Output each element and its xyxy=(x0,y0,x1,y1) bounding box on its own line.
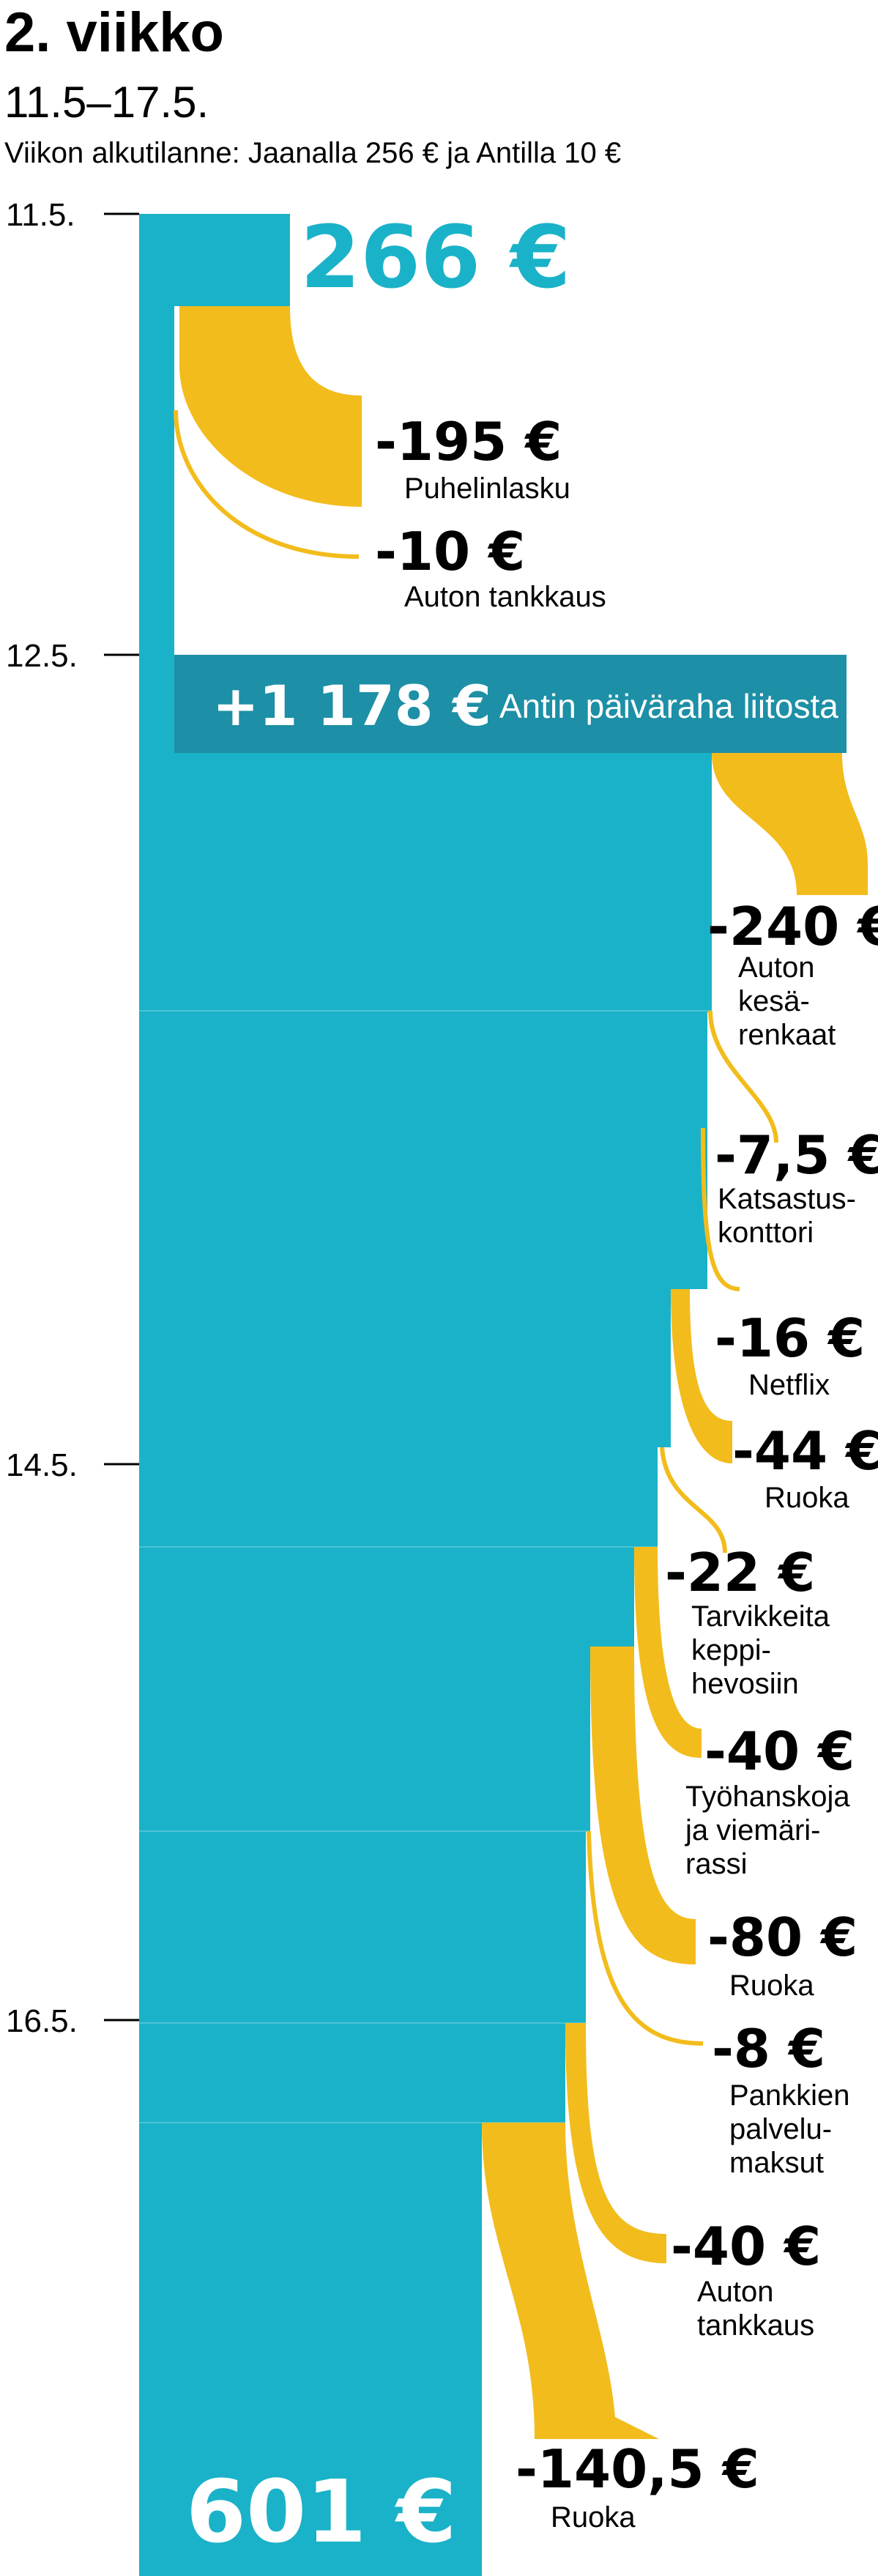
date-label: 14.5. xyxy=(6,1447,78,1483)
balance-block xyxy=(139,1831,586,2023)
expense-label: Työhanskoja xyxy=(685,1781,850,1813)
expense-flow-food-1 xyxy=(671,1289,732,1463)
expense-label: Ruoka xyxy=(729,1970,814,2002)
expense-label: Netflix xyxy=(748,1369,830,1401)
expense-label: Ruoka xyxy=(551,2501,636,2534)
expense-line-inspection xyxy=(708,1010,778,1143)
income-amount: +1 178 € xyxy=(212,673,491,738)
expense-label: renkaat xyxy=(738,1019,836,1051)
expense-amount: -40 € xyxy=(671,2216,821,2277)
expense-label: keppi- xyxy=(691,1634,771,1666)
expense-line-bank xyxy=(587,1830,704,2046)
date-label: 11.5. xyxy=(6,197,75,233)
expense-line-fuel-1 xyxy=(174,409,360,559)
balance-block xyxy=(139,306,174,655)
income-label: Antin päiväraha liitosta xyxy=(499,687,838,725)
end-balance: 601 € xyxy=(186,2461,457,2562)
expense-label: Auton xyxy=(738,951,815,984)
balance-block xyxy=(139,1547,634,1647)
balance-block xyxy=(139,214,290,306)
expense-label: maksut xyxy=(729,2147,824,2179)
date-axis: 11.5. 12.5. 14.5. 16.5. xyxy=(6,197,139,2039)
expense-line-hobby xyxy=(660,1447,727,1554)
expense-amount: -44 € xyxy=(732,1420,878,1482)
expense-label: ja viemäri- xyxy=(685,1814,820,1846)
expense-label: palvelu- xyxy=(729,2113,832,2145)
expense-amount: -40 € xyxy=(704,1721,855,1782)
expense-amount: -240 € xyxy=(707,896,878,957)
expense-label: tankkaus xyxy=(697,2309,814,2342)
balance-block xyxy=(139,2123,482,2576)
expense-label: Ruoka xyxy=(764,1482,849,1514)
date-label: 12.5. xyxy=(6,638,78,674)
balance-block xyxy=(139,1647,590,1831)
expense-amount: -80 € xyxy=(707,1907,857,1968)
expense-label: Katsastus- xyxy=(718,1183,856,1215)
expense-label: konttori xyxy=(718,1217,814,1249)
expense-label: hevosiin xyxy=(691,1668,799,1700)
expense-amount: -140,5 € xyxy=(516,2438,759,2500)
subtitle: Viikon alkutilanne: Jaanalla 256 € ja An… xyxy=(4,137,621,169)
expense-flows xyxy=(179,306,868,2439)
expense-amount: -16 € xyxy=(715,1307,865,1369)
expense-labels: -195 € Puhelinlasku -10 € Auton tankkaus… xyxy=(375,411,878,2534)
balance-block xyxy=(139,1447,658,1547)
expense-label: Pankkien xyxy=(729,2079,850,2112)
expense-label: rassi xyxy=(685,1848,747,1880)
expense-amount: -10 € xyxy=(375,521,525,582)
expense-label: Auton xyxy=(697,2276,774,2308)
expense-label: Puhelinlasku xyxy=(404,472,570,505)
expense-flow-fuel-2 xyxy=(565,2023,666,2263)
expense-label: kesä- xyxy=(738,985,810,1017)
expense-amount: -7,5 € xyxy=(715,1124,878,1186)
expense-flow-tools xyxy=(634,1547,702,1758)
expense-flow-phone xyxy=(179,306,362,507)
expense-flow-tires xyxy=(712,753,868,895)
expense-label: Auton tankkaus xyxy=(404,581,606,613)
expense-label: Tarvikkeita xyxy=(691,1600,830,1633)
balance-block xyxy=(139,2023,565,2123)
balance-block xyxy=(139,749,712,1012)
date-range: 11.5–17.5. xyxy=(4,78,209,127)
expense-flow-food-3 xyxy=(482,2123,659,2439)
expense-amount: -195 € xyxy=(375,411,562,472)
expense-amount: -8 € xyxy=(712,2018,825,2079)
income-bar xyxy=(174,655,847,753)
balance-block xyxy=(139,1289,671,1447)
expense-line-netflix xyxy=(701,1127,740,1291)
expense-amount: -22 € xyxy=(665,1542,815,1603)
balance-block xyxy=(139,1012,707,1289)
date-label: 16.5. xyxy=(6,2003,78,2039)
expense-thin-flows xyxy=(174,409,778,2046)
start-balance: 266 € xyxy=(300,207,571,308)
page-title: 2. viikko xyxy=(4,1,224,64)
expense-flow-food-2 xyxy=(590,1647,696,1964)
